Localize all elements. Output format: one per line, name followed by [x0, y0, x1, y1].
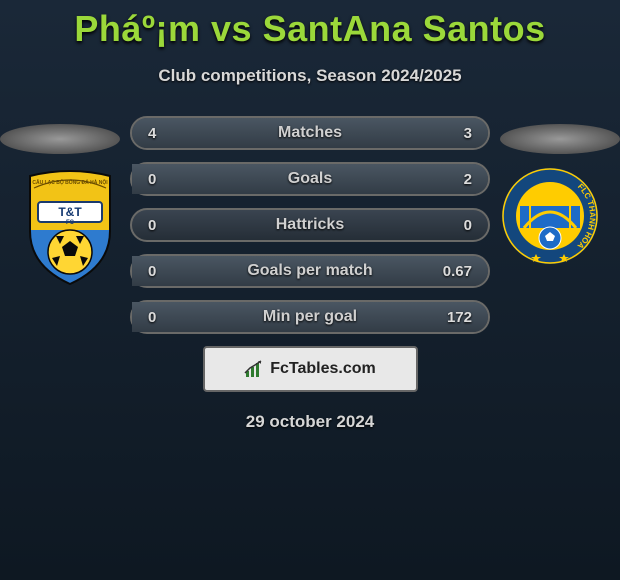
stat-label: Goals per match — [132, 262, 488, 280]
stat-row: 4Matches3 — [130, 116, 490, 150]
stat-row: 0Goals per match0.67 — [130, 254, 490, 288]
team-left-shadow — [0, 124, 120, 154]
stat-label: Matches — [132, 124, 488, 142]
team-right-shadow — [500, 124, 620, 154]
brand-box[interactable]: FcTables.com — [203, 346, 418, 392]
stat-row: 0Goals2 — [130, 162, 490, 196]
team-left-badge: CÂU LẠC BỘ BÓNG ĐÁ HÀ NỘI T&T FC — [20, 166, 120, 286]
stat-value-right: 0.67 — [443, 263, 472, 280]
stat-label: Min per goal — [132, 308, 488, 326]
team-right-badge: FLC THANH HÓA — [500, 166, 600, 266]
stat-row: 0Hattricks0 — [130, 208, 490, 242]
stat-value-right: 3 — [464, 125, 472, 142]
stat-value-right: 0 — [464, 217, 472, 234]
stat-value-right: 172 — [447, 309, 472, 326]
team-left-banner-text: T&T — [58, 205, 82, 219]
svg-text:FC: FC — [66, 220, 75, 226]
chart-icon — [244, 359, 268, 379]
stat-label: Hattricks — [132, 216, 488, 234]
brand-text: FcTables.com — [270, 360, 376, 378]
page-title: Pháº¡m vs SantAna Santos — [0, 0, 620, 50]
stat-label: Goals — [132, 170, 488, 188]
stats-list: 4Matches30Goals20Hattricks00Goals per ma… — [130, 116, 490, 334]
subtitle: Club competitions, Season 2024/2025 — [0, 66, 620, 86]
comparison-panel: CÂU LẠC BỘ BÓNG ĐÁ HÀ NỘI T&T FC — [0, 116, 620, 432]
date-label: 29 october 2024 — [0, 412, 620, 432]
stat-row: 0Min per goal172 — [130, 300, 490, 334]
svg-text:CÂU LẠC BỘ BÓNG ĐÁ HÀ NỘI: CÂU LẠC BỘ BÓNG ĐÁ HÀ NỘI — [32, 178, 108, 186]
stat-value-right: 2 — [464, 171, 472, 188]
